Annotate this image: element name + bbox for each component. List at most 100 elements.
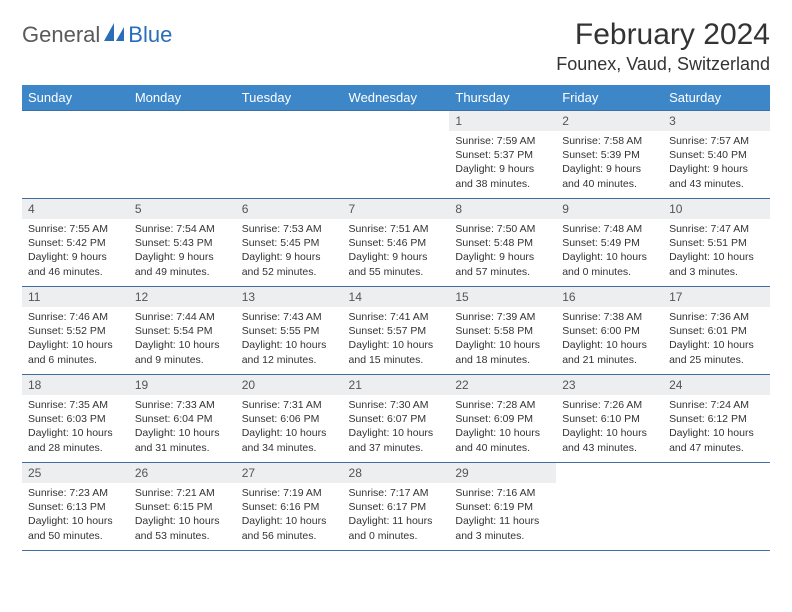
day-number: 24 [663, 375, 770, 395]
calendar-day-cell: 1Sunrise: 7:59 AMSunset: 5:37 PMDaylight… [449, 111, 556, 199]
day-details: Sunrise: 7:24 AMSunset: 6:12 PMDaylight:… [663, 395, 770, 459]
header: General Blue February 2024 Founex, Vaud,… [22, 18, 770, 75]
calendar-week-row: 11Sunrise: 7:46 AMSunset: 5:52 PMDayligh… [22, 287, 770, 375]
day-number: 20 [236, 375, 343, 395]
calendar-week-row: 4Sunrise: 7:55 AMSunset: 5:42 PMDaylight… [22, 199, 770, 287]
calendar-day-cell: 10Sunrise: 7:47 AMSunset: 5:51 PMDayligh… [663, 199, 770, 287]
title-block: February 2024 Founex, Vaud, Switzerland [556, 18, 770, 75]
weekday-header: Wednesday [343, 85, 450, 111]
day-details: Sunrise: 7:43 AMSunset: 5:55 PMDaylight:… [236, 307, 343, 371]
day-details: Sunrise: 7:46 AMSunset: 5:52 PMDaylight:… [22, 307, 129, 371]
calendar-day-cell: 27Sunrise: 7:19 AMSunset: 6:16 PMDayligh… [236, 463, 343, 551]
day-details: Sunrise: 7:35 AMSunset: 6:03 PMDaylight:… [22, 395, 129, 459]
day-number: 25 [22, 463, 129, 483]
calendar-day-cell: 20Sunrise: 7:31 AMSunset: 6:06 PMDayligh… [236, 375, 343, 463]
day-number: 2 [556, 111, 663, 131]
weekday-header: Saturday [663, 85, 770, 111]
calendar-day-cell: 18Sunrise: 7:35 AMSunset: 6:03 PMDayligh… [22, 375, 129, 463]
day-number: 8 [449, 199, 556, 219]
calendar-week-row: 1Sunrise: 7:59 AMSunset: 5:37 PMDaylight… [22, 111, 770, 199]
day-number: 19 [129, 375, 236, 395]
day-details: Sunrise: 7:44 AMSunset: 5:54 PMDaylight:… [129, 307, 236, 371]
calendar-day-cell [236, 111, 343, 199]
day-details: Sunrise: 7:31 AMSunset: 6:06 PMDaylight:… [236, 395, 343, 459]
day-number: 12 [129, 287, 236, 307]
calendar-day-cell: 25Sunrise: 7:23 AMSunset: 6:13 PMDayligh… [22, 463, 129, 551]
day-number: 7 [343, 199, 450, 219]
month-title: February 2024 [556, 18, 770, 52]
calendar-day-cell: 29Sunrise: 7:16 AMSunset: 6:19 PMDayligh… [449, 463, 556, 551]
day-details: Sunrise: 7:16 AMSunset: 6:19 PMDaylight:… [449, 483, 556, 547]
day-details: Sunrise: 7:41 AMSunset: 5:57 PMDaylight:… [343, 307, 450, 371]
weekday-header-row: SundayMondayTuesdayWednesdayThursdayFrid… [22, 85, 770, 111]
calendar-day-cell: 7Sunrise: 7:51 AMSunset: 5:46 PMDaylight… [343, 199, 450, 287]
day-number: 21 [343, 375, 450, 395]
calendar-day-cell: 24Sunrise: 7:24 AMSunset: 6:12 PMDayligh… [663, 375, 770, 463]
day-number: 28 [343, 463, 450, 483]
day-number: 3 [663, 111, 770, 131]
calendar-day-cell: 15Sunrise: 7:39 AMSunset: 5:58 PMDayligh… [449, 287, 556, 375]
day-details: Sunrise: 7:36 AMSunset: 6:01 PMDaylight:… [663, 307, 770, 371]
calendar-day-cell [22, 111, 129, 199]
calendar-day-cell [663, 463, 770, 551]
calendar-day-cell: 2Sunrise: 7:58 AMSunset: 5:39 PMDaylight… [556, 111, 663, 199]
day-number: 9 [556, 199, 663, 219]
weekday-header: Friday [556, 85, 663, 111]
day-number: 5 [129, 199, 236, 219]
day-details: Sunrise: 7:19 AMSunset: 6:16 PMDaylight:… [236, 483, 343, 547]
calendar-day-cell: 17Sunrise: 7:36 AMSunset: 6:01 PMDayligh… [663, 287, 770, 375]
day-details: Sunrise: 7:48 AMSunset: 5:49 PMDaylight:… [556, 219, 663, 283]
calendar-week-row: 25Sunrise: 7:23 AMSunset: 6:13 PMDayligh… [22, 463, 770, 551]
calendar-day-cell: 22Sunrise: 7:28 AMSunset: 6:09 PMDayligh… [449, 375, 556, 463]
calendar-day-cell: 12Sunrise: 7:44 AMSunset: 5:54 PMDayligh… [129, 287, 236, 375]
logo: General Blue [22, 22, 172, 48]
weekday-header: Sunday [22, 85, 129, 111]
logo-text-general: General [22, 22, 100, 48]
calendar-day-cell: 6Sunrise: 7:53 AMSunset: 5:45 PMDaylight… [236, 199, 343, 287]
calendar-day-cell: 11Sunrise: 7:46 AMSunset: 5:52 PMDayligh… [22, 287, 129, 375]
day-details: Sunrise: 7:47 AMSunset: 5:51 PMDaylight:… [663, 219, 770, 283]
day-details: Sunrise: 7:39 AMSunset: 5:58 PMDaylight:… [449, 307, 556, 371]
calendar-day-cell [343, 111, 450, 199]
calendar-day-cell: 4Sunrise: 7:55 AMSunset: 5:42 PMDaylight… [22, 199, 129, 287]
calendar-day-cell: 9Sunrise: 7:48 AMSunset: 5:49 PMDaylight… [556, 199, 663, 287]
day-number: 6 [236, 199, 343, 219]
location: Founex, Vaud, Switzerland [556, 54, 770, 75]
calendar-table: SundayMondayTuesdayWednesdayThursdayFrid… [22, 85, 770, 551]
day-details: Sunrise: 7:17 AMSunset: 6:17 PMDaylight:… [343, 483, 450, 547]
day-details: Sunrise: 7:50 AMSunset: 5:48 PMDaylight:… [449, 219, 556, 283]
day-number: 13 [236, 287, 343, 307]
day-number: 15 [449, 287, 556, 307]
weekday-header: Monday [129, 85, 236, 111]
day-number: 23 [556, 375, 663, 395]
day-number: 26 [129, 463, 236, 483]
day-details: Sunrise: 7:28 AMSunset: 6:09 PMDaylight:… [449, 395, 556, 459]
calendar-day-cell: 21Sunrise: 7:30 AMSunset: 6:07 PMDayligh… [343, 375, 450, 463]
calendar-day-cell: 28Sunrise: 7:17 AMSunset: 6:17 PMDayligh… [343, 463, 450, 551]
calendar-week-row: 18Sunrise: 7:35 AMSunset: 6:03 PMDayligh… [22, 375, 770, 463]
calendar-day-cell [556, 463, 663, 551]
calendar-day-cell: 8Sunrise: 7:50 AMSunset: 5:48 PMDaylight… [449, 199, 556, 287]
calendar-day-cell: 14Sunrise: 7:41 AMSunset: 5:57 PMDayligh… [343, 287, 450, 375]
calendar-day-cell: 13Sunrise: 7:43 AMSunset: 5:55 PMDayligh… [236, 287, 343, 375]
day-number: 22 [449, 375, 556, 395]
day-number: 27 [236, 463, 343, 483]
day-number: 1 [449, 111, 556, 131]
weekday-header: Thursday [449, 85, 556, 111]
calendar-day-cell: 23Sunrise: 7:26 AMSunset: 6:10 PMDayligh… [556, 375, 663, 463]
logo-text-blue: Blue [128, 22, 172, 48]
day-details: Sunrise: 7:53 AMSunset: 5:45 PMDaylight:… [236, 219, 343, 283]
day-number: 17 [663, 287, 770, 307]
day-number: 18 [22, 375, 129, 395]
calendar-day-cell: 26Sunrise: 7:21 AMSunset: 6:15 PMDayligh… [129, 463, 236, 551]
day-details: Sunrise: 7:30 AMSunset: 6:07 PMDaylight:… [343, 395, 450, 459]
day-details: Sunrise: 7:55 AMSunset: 5:42 PMDaylight:… [22, 219, 129, 283]
day-details: Sunrise: 7:57 AMSunset: 5:40 PMDaylight:… [663, 131, 770, 195]
day-number: 29 [449, 463, 556, 483]
calendar-day-cell: 16Sunrise: 7:38 AMSunset: 6:00 PMDayligh… [556, 287, 663, 375]
calendar-day-cell: 19Sunrise: 7:33 AMSunset: 6:04 PMDayligh… [129, 375, 236, 463]
calendar-day-cell: 5Sunrise: 7:54 AMSunset: 5:43 PMDaylight… [129, 199, 236, 287]
day-details: Sunrise: 7:26 AMSunset: 6:10 PMDaylight:… [556, 395, 663, 459]
day-details: Sunrise: 7:38 AMSunset: 6:00 PMDaylight:… [556, 307, 663, 371]
day-details: Sunrise: 7:54 AMSunset: 5:43 PMDaylight:… [129, 219, 236, 283]
